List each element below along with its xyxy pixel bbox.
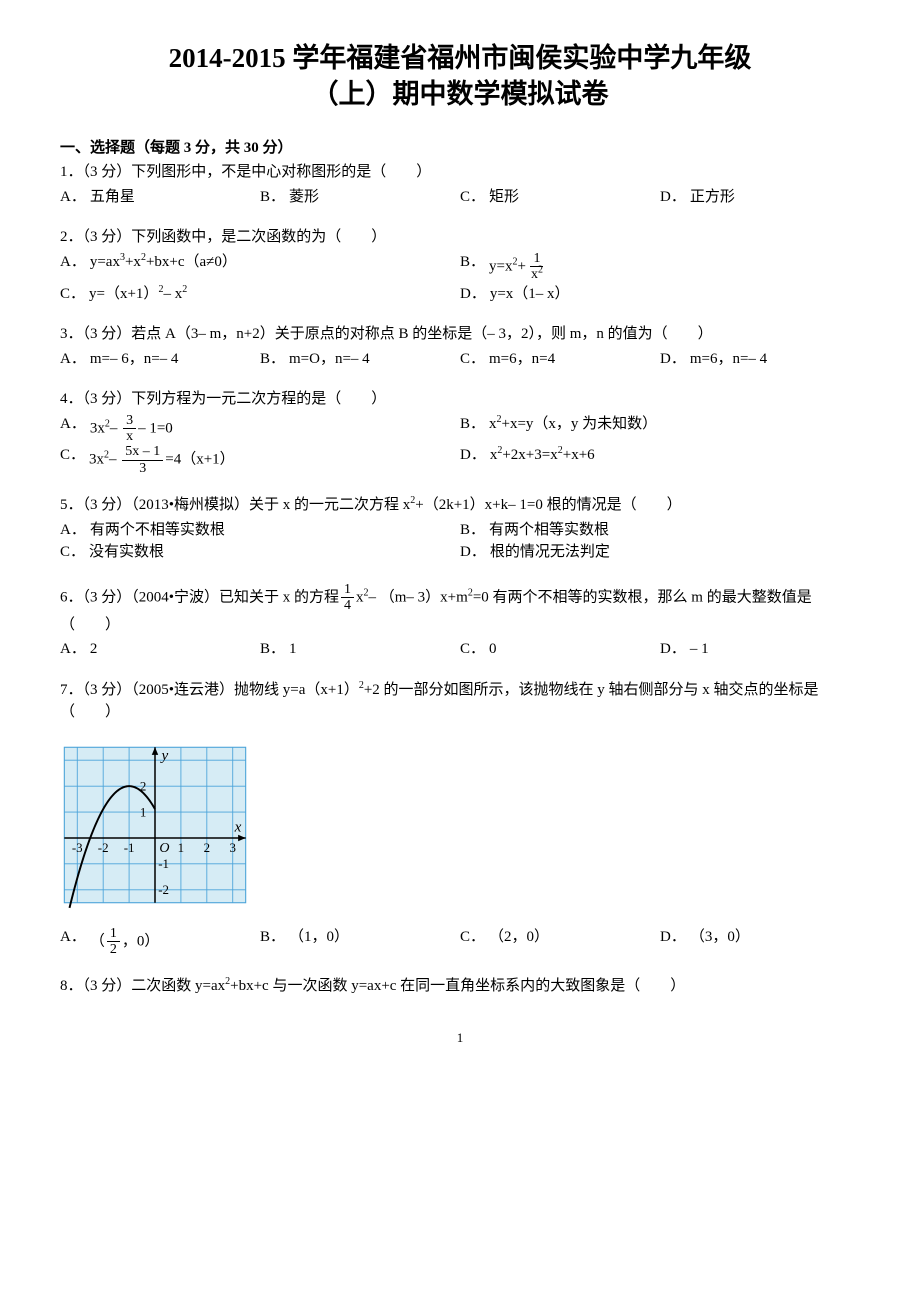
svg-text:y: y bbox=[159, 748, 168, 764]
svg-text:-3: -3 bbox=[72, 839, 83, 854]
exam-title: 2014-2015 学年福建省福州市闽侯实验中学九年级 （上）期中数学模拟试卷 bbox=[60, 40, 860, 113]
q5-text: 5．（3 分）（2013•梅州模拟）关于 x 的一元二次方程 x2+（2k+1）… bbox=[60, 494, 860, 517]
q3-choice-c: C．m=6，n=4 bbox=[460, 348, 660, 371]
svg-text:1: 1 bbox=[178, 839, 184, 854]
q7-choice-b: B．（1，0） bbox=[260, 926, 460, 958]
q5-choice-d: D．根的情况无法判定 bbox=[460, 541, 860, 564]
q8-text: 8．（3 分）二次函数 y=ax2+bx+c 与一次函数 y=ax+c 在同一直… bbox=[60, 975, 860, 998]
q6-text: 6．（3 分）（2004•宁波）已知关于 x 的方程14x2– （m– 3）x+… bbox=[60, 582, 860, 636]
question-1: 1．（3 分）下列图形中，不是中心对称图形的是（ ） A．五角星 B．菱形 C．… bbox=[60, 161, 860, 208]
parabola-graph-icon: -3-2-112312-1-2Oxy bbox=[60, 730, 250, 920]
q6-choice-d: D．– 1 bbox=[660, 638, 860, 661]
q4-choice-c: C． 3x2– 5x – 13=4（x+1） bbox=[60, 444, 460, 476]
svg-text:O: O bbox=[159, 839, 169, 855]
q2-choice-a: A． y=ax3+x2+bx+c（a≠0） bbox=[60, 251, 460, 283]
q6-choice-c: C．0 bbox=[460, 638, 660, 661]
svg-text:3: 3 bbox=[229, 839, 235, 854]
q5-choice-b: B．有两个相等实数根 bbox=[460, 519, 860, 542]
question-3: 3．（3 分）若点 A（3– m，n+2）关于原点的对称点 B 的坐标是（– 3… bbox=[60, 323, 860, 370]
q1-choice-a: A．五角星 bbox=[60, 186, 260, 209]
question-6: 6．（3 分）（2004•宁波）已知关于 x 的方程14x2– （m– 3）x+… bbox=[60, 582, 860, 661]
q5-choice-c: C．没有实数根 bbox=[60, 541, 460, 564]
q7-choice-d: D．（3，0） bbox=[660, 926, 860, 958]
q4-choice-a: A． 3x2– 3x– 1=0 bbox=[60, 413, 460, 445]
q3-text: 3．（3 分）若点 A（3– m，n+2）关于原点的对称点 B 的坐标是（– 3… bbox=[60, 323, 860, 346]
question-4: 4．（3 分）下列方程为一元二次方程的是（ ） A． 3x2– 3x– 1=0 … bbox=[60, 388, 860, 476]
title-line1: 2014-2015 学年福建省福州市闽侯实验中学九年级 bbox=[169, 43, 752, 73]
q6-choice-a: A．2 bbox=[60, 638, 260, 661]
q2-choice-d: D． y=x（1– x） bbox=[460, 283, 860, 306]
q3-choice-b: B．m=O，n=– 4 bbox=[260, 348, 460, 371]
question-5: 5．（3 分）（2013•梅州模拟）关于 x 的一元二次方程 x2+（2k+1）… bbox=[60, 494, 860, 564]
q1-text: 1．（3 分）下列图形中，不是中心对称图形的是（ ） bbox=[60, 161, 860, 184]
q3-choice-a: A．m=– 6，n=– 4 bbox=[60, 348, 260, 371]
question-7: 7．（3 分）（2005•连云港）抛物线 y=a（x+1）2+2 的一部分如图所… bbox=[60, 679, 860, 958]
section-header: 一、选择题（每题 3 分，共 30 分） bbox=[60, 137, 860, 160]
q7-text: 7．（3 分）（2005•连云港）抛物线 y=a（x+1）2+2 的一部分如图所… bbox=[60, 679, 860, 724]
q7-choice-a: A． （12，0） bbox=[60, 926, 260, 958]
q1-choice-d: D．正方形 bbox=[660, 186, 860, 209]
q7-choice-c: C．（2，0） bbox=[460, 926, 660, 958]
title-line2: （上）期中数学模拟试卷 bbox=[312, 79, 609, 109]
q1-choice-b: B．菱形 bbox=[260, 186, 460, 209]
svg-text:-1: -1 bbox=[158, 856, 169, 871]
q2-choice-c: C． y=（x+1）2– x2 bbox=[60, 283, 460, 306]
question-8: 8．（3 分）二次函数 y=ax2+bx+c 与一次函数 y=ax+c 在同一直… bbox=[60, 975, 860, 998]
page-number: 1 bbox=[60, 1028, 860, 1048]
q4-choice-b: B． x2+x=y（x，y 为未知数） bbox=[460, 413, 860, 445]
q5-choice-a: A．有两个不相等实数根 bbox=[60, 519, 460, 542]
q4-text: 4．（3 分）下列方程为一元二次方程的是（ ） bbox=[60, 388, 860, 411]
svg-text:-1: -1 bbox=[124, 839, 135, 854]
svg-text:-2: -2 bbox=[98, 839, 109, 854]
question-2: 2．（3 分）下列函数中，是二次函数的为（ ） A． y=ax3+x2+bx+c… bbox=[60, 226, 860, 305]
q2-text: 2．（3 分）下列函数中，是二次函数的为（ ） bbox=[60, 226, 860, 249]
svg-text:1: 1 bbox=[140, 804, 146, 819]
q3-choice-d: D．m=6，n=– 4 bbox=[660, 348, 860, 371]
svg-text:2: 2 bbox=[204, 839, 210, 854]
q7-graph: -3-2-112312-1-2Oxy bbox=[60, 730, 250, 920]
svg-text:-2: -2 bbox=[158, 882, 169, 897]
q6-choice-b: B．1 bbox=[260, 638, 460, 661]
q4-choice-d: D． x2+2x+3=x2+x+6 bbox=[460, 444, 860, 476]
q1-choice-c: C．矩形 bbox=[460, 186, 660, 209]
q2-choice-b: B． y=x2+1x2 bbox=[460, 251, 860, 283]
svg-text:x: x bbox=[234, 819, 242, 835]
